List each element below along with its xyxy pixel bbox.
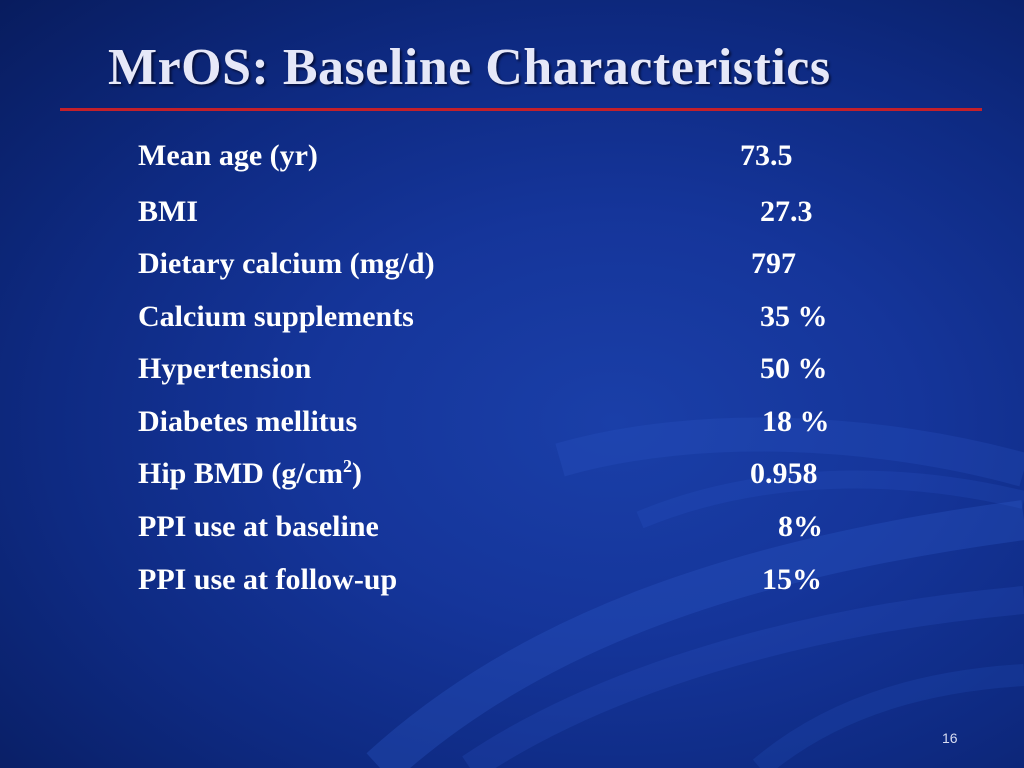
row-value: 27.3 — [760, 195, 813, 228]
row-label: Dietary calcium (mg/d) — [138, 247, 435, 280]
row-label: Calcium supplements — [138, 300, 414, 333]
list-item: Mean age (yr) 73.5 — [0, 136, 1024, 176]
list-item: Diabetes mellitus 18 % — [0, 402, 1024, 442]
list-item: Hypertension 50 % — [0, 349, 1024, 389]
row-label: PPI use at follow-up — [138, 563, 398, 596]
row-value: 15% — [762, 563, 822, 596]
row-label-close: ) — [351, 457, 362, 490]
list-item: Hip BMD (g/cm2) 0.958 — [0, 454, 1024, 494]
row-label-text: Hip BMD (g/cm — [138, 457, 343, 490]
list-item: PPI use at follow-up 15% — [0, 560, 1024, 600]
row-value: 73.5 — [740, 139, 793, 172]
row-value: 797 — [751, 247, 796, 280]
row-label: Hip BMD (g/cm2) — [138, 454, 362, 494]
list-item: BMI 27.3 — [0, 192, 1024, 232]
row-value: 18 % — [762, 405, 830, 438]
row-label: Diabetes mellitus — [138, 405, 358, 438]
row-label: PPI use at baseline — [138, 510, 379, 543]
page-title: MrOS: Baseline Characteristics — [108, 39, 831, 96]
row-label: Hypertension — [138, 352, 312, 385]
row-value: 35 % — [760, 300, 828, 333]
row-value: 8% — [778, 510, 823, 543]
row-label-superscript: 2 — [342, 456, 352, 476]
row-label: BMI — [138, 195, 198, 228]
title-underline-rule — [60, 108, 982, 111]
list-item: PPI use at baseline 8% — [0, 507, 1024, 547]
row-value: 0.958 — [750, 457, 818, 490]
row-label: Mean age (yr) — [138, 139, 318, 172]
row-value: 50 % — [760, 352, 828, 385]
page-number: 16 — [942, 730, 958, 746]
list-item: Dietary calcium (mg/d) 797 — [0, 244, 1024, 284]
list-item: Calcium supplements 35 % — [0, 297, 1024, 337]
